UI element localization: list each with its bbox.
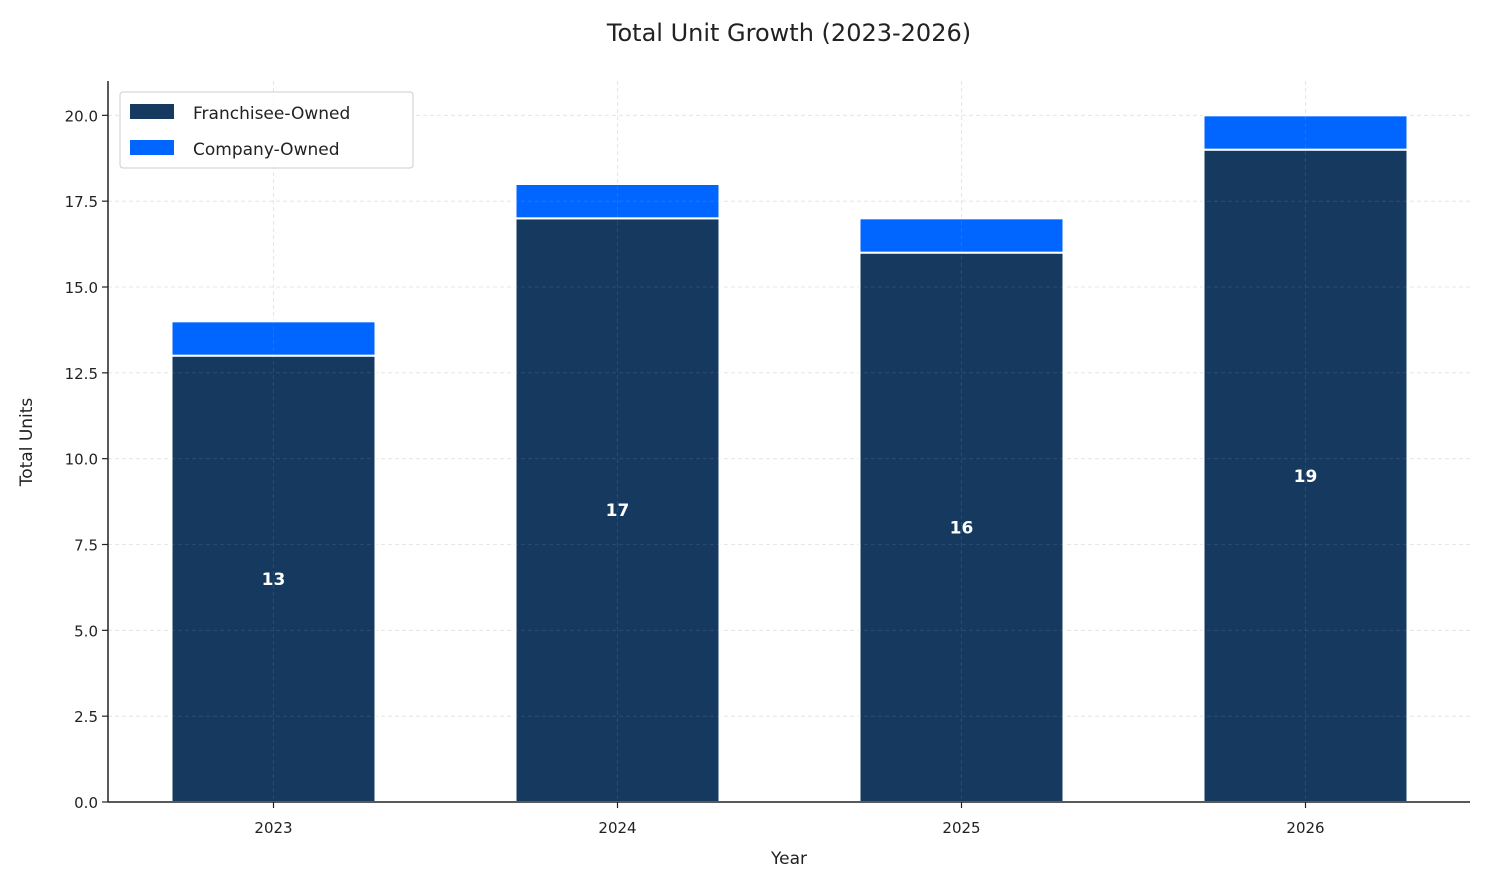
bars-layer: [108, 81, 1470, 804]
legend-label-company: Company-Owned: [193, 140, 340, 160]
legend-label-franchisee: Franchisee-Owned: [193, 104, 350, 124]
x-tick-label: 2023: [254, 819, 292, 837]
legend: Franchisee-Owned Company-Owned: [119, 91, 414, 169]
bar-company-owned-2025: [858, 217, 1065, 254]
y-tick-label: 7.5: [74, 537, 98, 555]
x-tick-label: 2026: [1286, 819, 1324, 837]
legend-swatch-company: [130, 140, 174, 155]
x-tick-label: 2025: [942, 819, 980, 837]
bar-company-owned-2023: [170, 320, 377, 357]
y-tick-label: 5.0: [74, 622, 98, 640]
bar-franchisee-owned-2024: [514, 217, 721, 804]
y-tick-label: 2.5: [74, 708, 98, 726]
bar-franchisee-owned-2023: [170, 354, 377, 803]
x-axis-label: Year: [770, 849, 807, 869]
y-tick-label: 10.0: [65, 451, 98, 469]
bar-company-owned-2024: [514, 183, 721, 220]
x-tick-label: 2024: [598, 819, 636, 837]
labels-layer: 0.0 2.5 5.0 7.5 10.0 12.5 15.0 17.5 20.0 2023 2024…: [65, 107, 1325, 837]
bar-data-label: 19: [1294, 467, 1318, 487]
y-tick-label: 15.0: [65, 279, 98, 297]
y-tick-label: 12.5: [65, 365, 98, 383]
y-axis-label: Total Units: [17, 398, 37, 488]
bar-data-label: 16: [950, 518, 974, 538]
y-tick-label: 0.0: [74, 794, 98, 812]
bar-data-label: 17: [606, 501, 630, 521]
bar-company-owned-2026: [1202, 114, 1409, 151]
chart-title: Total Unit Growth (2023-2026): [606, 19, 971, 47]
legend-frame: [119, 91, 414, 169]
bar-data-label: 13: [262, 570, 286, 590]
y-tick-label: 17.5: [65, 193, 98, 211]
legend-swatch-franchisee: [130, 104, 174, 119]
y-tick-label: 20.0: [65, 107, 98, 125]
